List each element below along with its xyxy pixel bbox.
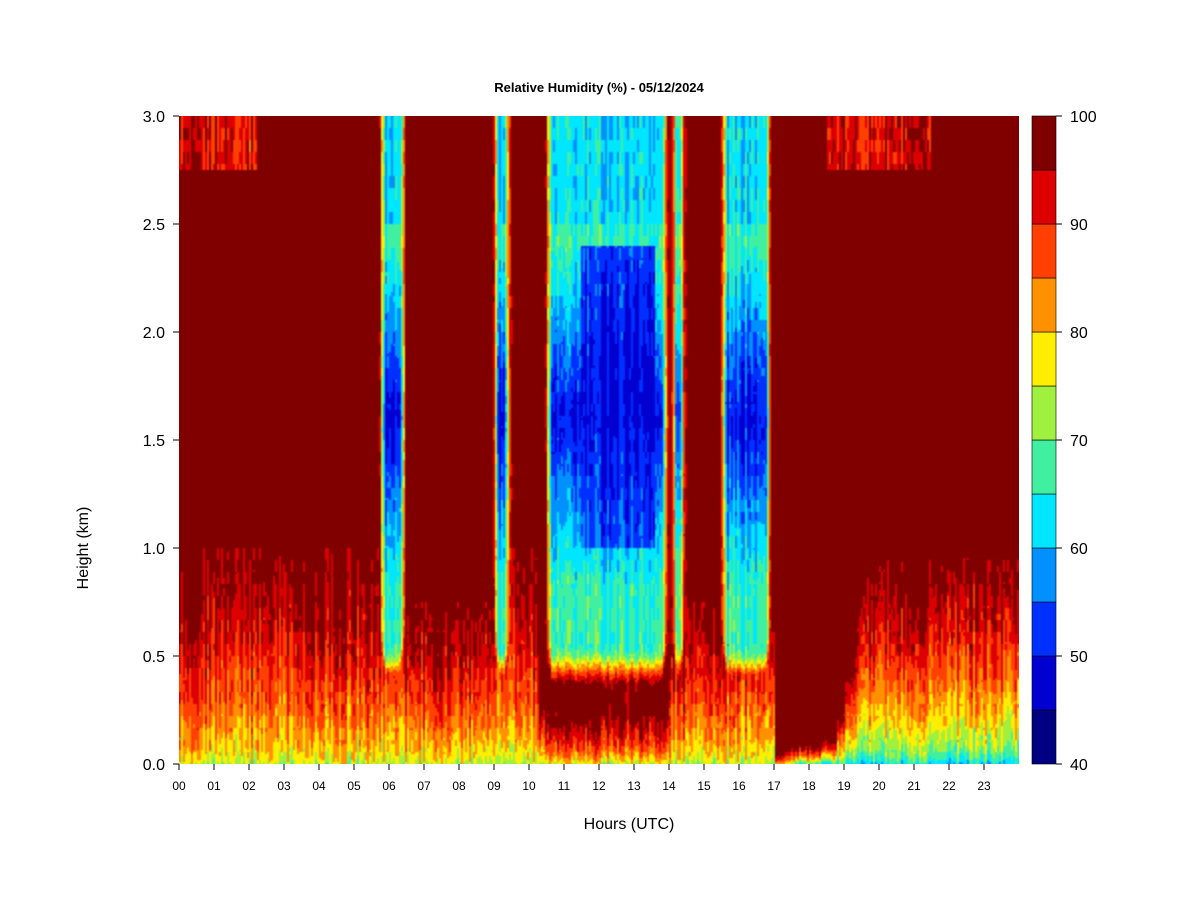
x-tick-label: 18: [802, 779, 816, 793]
colorbar-swatch: [1031, 385, 1057, 441]
colorbar-tick-label: 40: [1070, 757, 1088, 774]
colorbar-swatch: [1031, 493, 1057, 549]
colorbar-swatch: [1031, 709, 1057, 765]
colorbar-tick-label: 90: [1070, 217, 1088, 234]
x-tick-label: 02: [242, 779, 256, 793]
x-tick-label: 21: [907, 779, 921, 793]
x-tick-label: 01: [207, 779, 221, 793]
colorbar-swatch: [1031, 439, 1057, 495]
x-tick-label: 20: [872, 779, 886, 793]
colorbar: 40 50 60 70 80 90 100: [1031, 109, 1097, 774]
x-tick-label: 03: [277, 779, 291, 793]
colorbar-swatch: [1031, 331, 1057, 387]
x-axis: 00 01 02 03 04 05 06 07 08 09 10 11 12 13 14 15 16 17 18 19…: [172, 764, 991, 793]
y-axis: 0.0 0.5 1.0 1.5 2.0 2.5 3.0: [143, 109, 179, 774]
colorbar-tick-label: 70: [1070, 433, 1088, 450]
x-tick-label: 06: [382, 779, 396, 793]
x-axis-label: Hours (UTC): [584, 816, 675, 833]
x-tick-label: 13: [627, 779, 641, 793]
x-tick-label: 05: [347, 779, 361, 793]
chart-title: Relative Humidity (%) - 05/12/2024: [494, 80, 704, 95]
colorbar-swatch: [1031, 115, 1057, 171]
x-tick-label: 23: [977, 779, 991, 793]
colorbar-swatch: [1031, 169, 1057, 225]
colorbar-swatch: [1031, 223, 1057, 279]
colorbar-swatch: [1031, 547, 1057, 603]
x-tick-label: 08: [452, 779, 466, 793]
colorbar-tick-label: 100: [1070, 109, 1097, 126]
y-axis-label: Height (km): [75, 507, 92, 590]
x-tick-label: 10: [522, 779, 536, 793]
y-tick-label: 2.5: [143, 217, 165, 234]
x-tick-label: 19: [837, 779, 851, 793]
colorbar-tick-label: 60: [1070, 541, 1088, 558]
y-tick-label: 1.0: [143, 541, 165, 558]
colorbar-swatch: [1031, 277, 1057, 333]
x-tick-label: 09: [487, 779, 501, 793]
colorbar-swatch: [1031, 655, 1057, 711]
colorbar-tick-label: 80: [1070, 325, 1088, 342]
x-tick-label: 11: [558, 779, 571, 793]
humidity-heatmap: [179, 116, 1019, 764]
x-tick-label: 14: [662, 779, 676, 793]
y-tick-label: 2.0: [143, 325, 165, 342]
y-tick-label: 3.0: [143, 109, 165, 126]
y-tick-label: 0.5: [143, 649, 165, 666]
x-tick-label: 16: [732, 779, 746, 793]
x-tick-label: 17: [767, 779, 781, 793]
colorbar-tick-label: 50: [1070, 649, 1088, 666]
x-tick-label: 00: [172, 779, 186, 793]
x-tick-label: 07: [417, 779, 431, 793]
colorbar-swatch: [1031, 601, 1057, 657]
x-tick-label: 22: [942, 779, 956, 793]
x-tick-label: 12: [592, 779, 606, 793]
y-tick-label: 0.0: [143, 757, 165, 774]
y-tick-label: 1.5: [143, 433, 165, 450]
x-tick-label: 15: [697, 779, 711, 793]
x-tick-label: 04: [312, 779, 326, 793]
